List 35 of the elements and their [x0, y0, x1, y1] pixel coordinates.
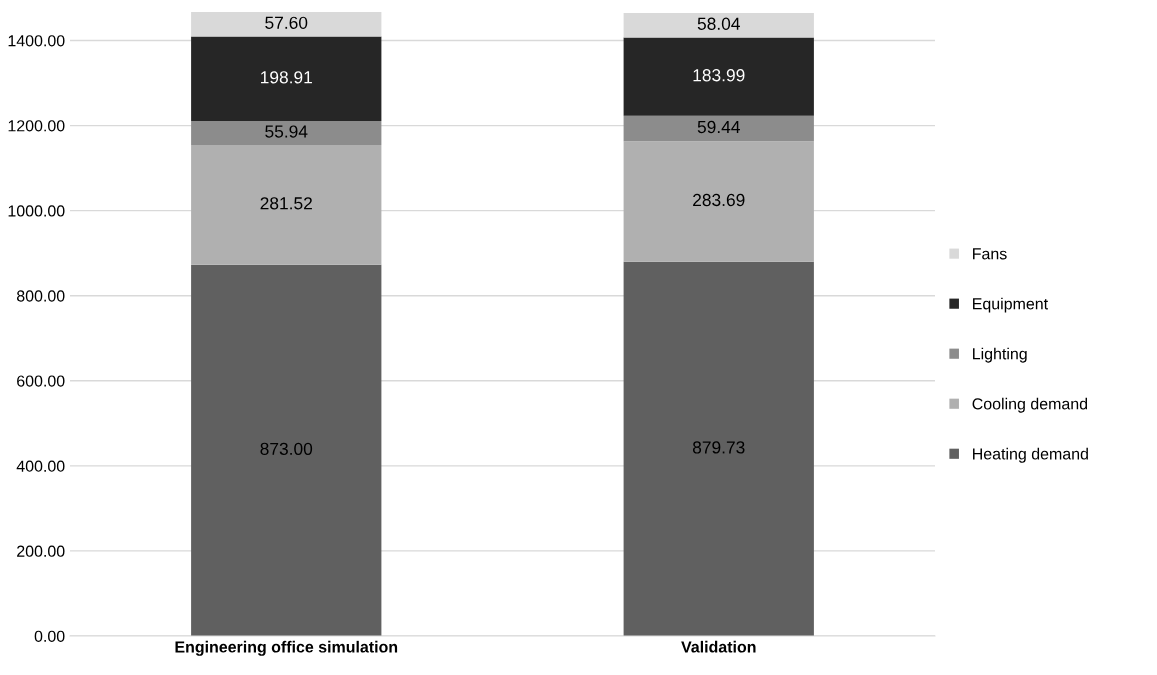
data-label: 879.73 [692, 441, 745, 454]
bar [623, 12, 814, 38]
y-tick-label: 800.00 [16, 290, 65, 302]
legend-label: Equipment [973, 297, 1048, 313]
y-tick-label: 1400.00 [8, 35, 65, 47]
data-label: 198.91 [261, 71, 312, 84]
legend-label: Lighting [973, 347, 1027, 363]
bar [191, 121, 382, 145]
bar [623, 115, 814, 142]
data-label: 281.52 [260, 197, 312, 210]
data-label: 55.94 [265, 125, 308, 138]
legend-label: Fans [973, 248, 1007, 260]
data-label: 58.04 [697, 17, 740, 30]
y-tick-label: 1000.00 [8, 205, 65, 217]
legend-label: Heating demand [973, 447, 1088, 463]
bar [191, 12, 382, 37]
y-tick-label: 200.00 [17, 545, 65, 557]
bar [623, 37, 814, 116]
x-tick-label: Validation [681, 640, 756, 653]
bar [191, 36, 382, 122]
data-label: 183.99 [693, 69, 745, 82]
bar [623, 261, 814, 636]
bar [191, 264, 382, 636]
y-tick-label: 600.00 [17, 375, 65, 387]
data-label: 57.60 [265, 16, 308, 29]
data-label: 59.44 [697, 120, 740, 134]
x-tick-label: Engineering office simulation [175, 640, 398, 656]
bar [623, 141, 814, 262]
y-tick-label: 400.00 [16, 460, 65, 472]
data-label: 283.69 [693, 193, 745, 207]
data-label: 873.00 [260, 442, 313, 455]
y-tick-label: 1200.00 [8, 120, 65, 132]
bar [191, 144, 382, 265]
legend-label: Cooling demand [972, 397, 1088, 413]
y-tick-label: 0.00 [34, 630, 65, 642]
